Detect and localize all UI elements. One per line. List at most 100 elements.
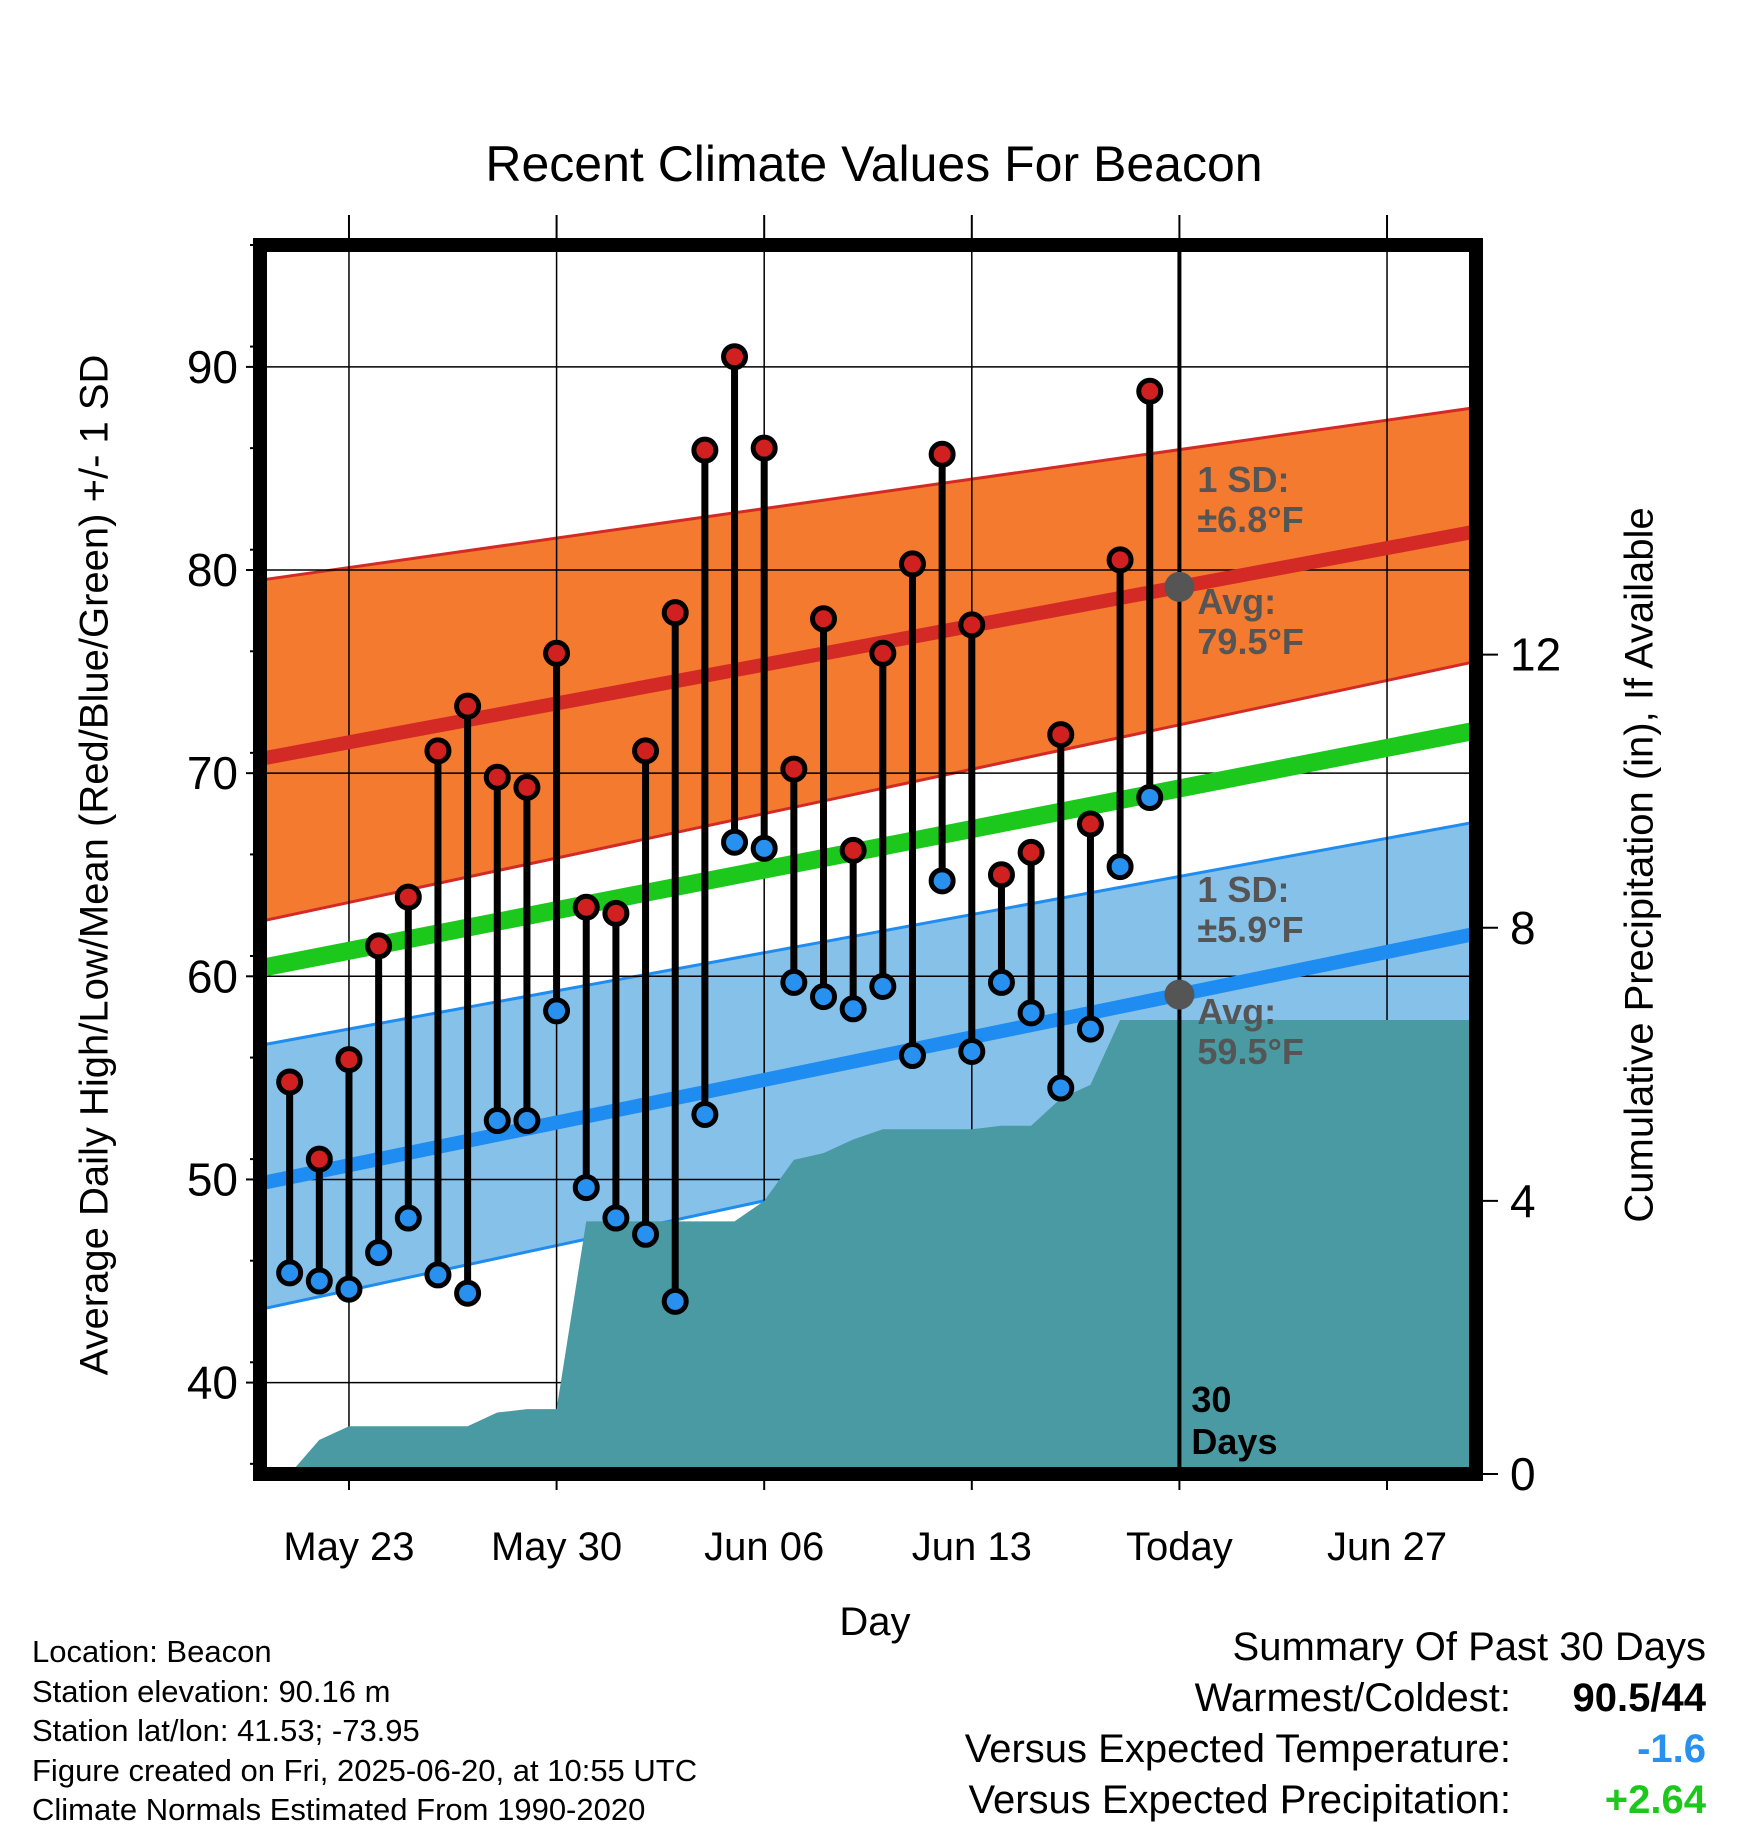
plot-border bbox=[253, 238, 1483, 1481]
today-high-avg-marker bbox=[1164, 571, 1195, 602]
daily-high-point bbox=[543, 639, 571, 667]
daily-high-point bbox=[602, 899, 630, 927]
normal-lines bbox=[258, 524, 1478, 1191]
daily-low-point bbox=[1017, 999, 1045, 1027]
summary-precip-label: Versus Expected Precipitation: bbox=[968, 1778, 1511, 1822]
daily-low-point bbox=[602, 1204, 630, 1232]
info-created: Figure created on Fri, 2025-06-20, at 10… bbox=[32, 1752, 698, 1788]
daily-low-point bbox=[750, 834, 778, 862]
daily-high-point bbox=[483, 763, 511, 791]
daily-high-point bbox=[839, 836, 867, 864]
high-sd-value: ±6.8°F bbox=[1197, 499, 1303, 540]
daily-low-point bbox=[869, 972, 897, 1000]
info-location: Location: Beacon bbox=[32, 1634, 272, 1669]
high-sd-label: 1 SD: bbox=[1197, 459, 1289, 500]
daily-high-point bbox=[454, 692, 482, 720]
daily-low-point bbox=[335, 1275, 363, 1303]
low-sd-value: ±5.9°F bbox=[1197, 909, 1303, 950]
daily-low-point bbox=[1047, 1074, 1075, 1102]
high-avg-label: Avg: bbox=[1197, 581, 1276, 622]
y-tick-label: 40 bbox=[187, 1357, 238, 1409]
x-tick-label: May 30 bbox=[491, 1525, 622, 1569]
x-tick-label: May 23 bbox=[283, 1525, 414, 1569]
summary-temp-label: Versus Expected Temperature: bbox=[964, 1727, 1511, 1771]
daily-high-point bbox=[1076, 810, 1104, 838]
daily-low-point bbox=[839, 995, 867, 1023]
daily-high-point bbox=[958, 611, 986, 639]
y2-tick-label: 0 bbox=[1510, 1448, 1536, 1500]
info-normals: Climate Normals Estimated From 1990-2020 bbox=[32, 1792, 646, 1827]
daily-low-point bbox=[958, 1037, 986, 1065]
summary-warmest-value: 90.5/44 bbox=[1572, 1676, 1706, 1720]
precip-area bbox=[260, 1019, 1476, 1474]
daily-high-point bbox=[869, 639, 897, 667]
daily-low-point bbox=[987, 968, 1015, 996]
y-tick-label: 80 bbox=[187, 544, 238, 596]
daily-low-point bbox=[1106, 853, 1134, 881]
daily-high-point bbox=[632, 737, 660, 765]
chart-title: Recent Climate Values For Beacon bbox=[485, 136, 1263, 192]
daily-low-point bbox=[1076, 1015, 1104, 1043]
daily-high-point bbox=[276, 1068, 304, 1096]
y-tick-label: 70 bbox=[187, 747, 238, 799]
daily-low-point bbox=[810, 983, 838, 1011]
daily-low-point bbox=[424, 1261, 452, 1289]
precip-area-layer bbox=[260, 1019, 1476, 1474]
summary-panel: Summary Of Past 30 Days Warmest/Coldest:… bbox=[965, 1622, 1706, 1826]
y-axis-label: Average Daily High/Low/Mean (Red/Blue/Gr… bbox=[72, 354, 117, 1376]
daily-high-point bbox=[335, 1046, 363, 1074]
daily-high-point bbox=[898, 550, 926, 578]
y-tick-label: 90 bbox=[187, 341, 238, 393]
daily-high-point bbox=[1017, 838, 1045, 866]
low-avg-label: Avg: bbox=[1197, 991, 1276, 1032]
daily-high-point bbox=[1047, 721, 1075, 749]
high-sd-band-upper-edge bbox=[259, 406, 1477, 582]
daily-low-point bbox=[276, 1259, 304, 1287]
daily-high-point bbox=[691, 436, 719, 464]
daily-low-point bbox=[632, 1220, 660, 1248]
daily-high-point bbox=[987, 861, 1015, 889]
x-tick-label: Jun 06 bbox=[704, 1525, 824, 1569]
y2-tick-label: 4 bbox=[1510, 1175, 1536, 1227]
plot-frame bbox=[253, 238, 1483, 1481]
daily-high-point bbox=[513, 773, 541, 801]
daily-high-point bbox=[661, 599, 689, 627]
daily-low-point bbox=[305, 1267, 333, 1295]
high-normal-line bbox=[258, 524, 1478, 766]
y-tick-label: 50 bbox=[187, 1153, 238, 1205]
summary-precip-value: +2.64 bbox=[1604, 1778, 1706, 1822]
daily-low-point bbox=[365, 1239, 393, 1267]
high-sd-band-lower-edge bbox=[259, 659, 1477, 923]
daily-low-point bbox=[454, 1279, 482, 1307]
y-tick-label: 60 bbox=[187, 950, 238, 1002]
low-sd-label: 1 SD: bbox=[1197, 869, 1289, 910]
daily-low-point bbox=[513, 1107, 541, 1135]
low-sd-band-upper-edge bbox=[259, 820, 1477, 1047]
daily-range-layer bbox=[276, 343, 1164, 1315]
station-info: Location: Beacon Station elevation: 90.1… bbox=[32, 1632, 697, 1830]
daily-low-point bbox=[691, 1100, 719, 1128]
daily-high-point bbox=[305, 1145, 333, 1173]
high-avg-value: 79.5°F bbox=[1197, 621, 1303, 662]
daily-low-point bbox=[483, 1107, 511, 1135]
x-tick-label: Jun 13 bbox=[912, 1525, 1032, 1569]
x-axis-label: Day bbox=[839, 1600, 911, 1644]
x-tick-label: Jun 27 bbox=[1327, 1525, 1447, 1569]
daily-high-point bbox=[810, 605, 838, 633]
summary-title: Summary Of Past 30 Days bbox=[1232, 1625, 1706, 1669]
daily-high-point bbox=[928, 440, 956, 468]
daily-low-point bbox=[394, 1204, 422, 1232]
y2-tick-label: 12 bbox=[1510, 629, 1561, 681]
days-word-label: Days bbox=[1191, 1421, 1277, 1462]
days-number-label: 30 bbox=[1191, 1379, 1231, 1420]
y2-axis-label: Cumulative Precipitation (in), If Availa… bbox=[1617, 507, 1662, 1223]
daily-high-point bbox=[394, 883, 422, 911]
high-sd-band bbox=[260, 407, 1476, 922]
daily-low-point bbox=[1136, 784, 1164, 812]
low-avg-value: 59.5°F bbox=[1197, 1031, 1303, 1072]
summary-temp-value: -1.6 bbox=[1637, 1727, 1706, 1771]
daily-low-point bbox=[928, 867, 956, 895]
today-low-avg-marker bbox=[1164, 979, 1195, 1010]
